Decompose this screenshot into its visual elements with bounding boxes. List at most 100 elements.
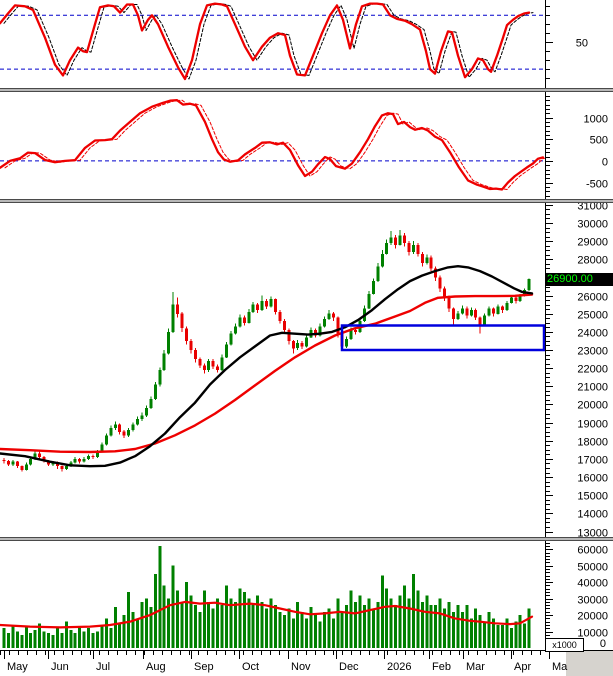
month-label: Ma (552, 661, 568, 673)
candle-body (354, 330, 358, 332)
volume-bar (425, 595, 429, 648)
candle-body (15, 461, 19, 467)
volume-bar (29, 633, 33, 648)
volume-panel[interactable]: 10000 20000 30000 40000 50000 60000 (0, 541, 613, 651)
volume-bar (287, 608, 291, 648)
candle-body (411, 244, 415, 253)
panel-splitter[interactable] (0, 88, 613, 92)
axis-label: 30000 (577, 595, 608, 607)
axis-label: 20000 (577, 611, 608, 623)
candle-body (394, 237, 398, 245)
candle-body (158, 370, 162, 385)
candle-body (127, 429, 131, 436)
axis-label: 500 (590, 135, 608, 147)
volume-bar (443, 608, 447, 648)
volume-bar (180, 601, 184, 648)
panel-splitter[interactable] (0, 199, 613, 203)
candle-body (109, 428, 113, 436)
candle-body (429, 257, 433, 269)
volume-bar (100, 625, 104, 648)
candle-body (460, 308, 464, 314)
candle-body (189, 341, 193, 351)
candle-body (327, 313, 331, 320)
candle-body (349, 330, 353, 340)
momentum-signal-line (4, 99, 549, 190)
candle-body (505, 302, 509, 311)
candle-body (385, 242, 389, 254)
candle-body (167, 331, 171, 354)
ma-long-line (0, 293, 534, 454)
candle-body (514, 297, 518, 301)
panel-splitter[interactable] (0, 537, 613, 541)
volume-bar (189, 595, 193, 648)
volume-bar (327, 608, 331, 648)
axis-label: 1000 (584, 114, 608, 126)
candle-body (185, 328, 188, 341)
volume-bar (69, 629, 73, 648)
axis-label: 19000 (577, 419, 608, 431)
volume-bar (96, 631, 99, 648)
ma-short-line (0, 265, 534, 468)
axis-label: 23000 (577, 346, 608, 358)
candle-body (403, 235, 406, 243)
volume-bar (487, 611, 491, 648)
volume-bar (296, 601, 300, 648)
volume-bar (407, 598, 411, 648)
axis-label: 50000 (577, 562, 608, 574)
candle-body (225, 344, 228, 358)
candle-body (300, 342, 304, 347)
volume-bar (367, 598, 371, 648)
candle-body (220, 357, 224, 370)
volume-bar (478, 615, 482, 648)
candle-body (314, 330, 317, 336)
candle-body (345, 339, 349, 347)
volume-bar (238, 588, 242, 648)
volume-bar (336, 598, 340, 648)
volume-unit-label: x1000 (545, 638, 584, 652)
volume-bar (242, 592, 246, 648)
candle-body (469, 310, 473, 316)
axis-label: 26000 (577, 292, 608, 304)
candle-body (91, 456, 95, 458)
candle-body (82, 458, 86, 462)
axis-label: 16000 (577, 473, 608, 485)
volume-bar (434, 605, 438, 648)
price-panel[interactable]: 13000 14000 15000 16000 17000 18000 19000 20000… (0, 203, 613, 537)
volume-bar (300, 611, 304, 648)
volume-bar (42, 631, 46, 648)
volume-bar (153, 573, 157, 648)
stochastic-panel[interactable]: 50 (0, 0, 613, 88)
candle-body (496, 306, 500, 314)
candle-body (331, 313, 335, 318)
candle-body (291, 341, 295, 349)
volume-bar (438, 598, 442, 648)
candle-body (420, 253, 424, 263)
candle-body (24, 464, 28, 470)
candle-body (296, 342, 300, 349)
volume-bar (380, 575, 384, 648)
candle-body (407, 242, 411, 252)
volume-bar (460, 611, 464, 648)
volume-bar (398, 595, 402, 648)
volume-bar (198, 611, 202, 648)
volume-bar (500, 625, 504, 648)
axis-label: 20000 (577, 400, 608, 412)
volume-bar (389, 598, 393, 648)
volume-bar (509, 628, 513, 648)
momentum-panel[interactable]: 1000 500 0 -500 (0, 92, 613, 199)
axis-label: 29000 (577, 237, 608, 249)
volume-bar (82, 631, 86, 648)
candle-body (447, 297, 451, 309)
volume-bar (411, 573, 415, 648)
axis-label: 0 (602, 157, 608, 169)
corner-filler (566, 651, 613, 676)
candle-body (140, 415, 144, 419)
axis-label: 17000 (577, 455, 608, 467)
volume-bar (220, 605, 224, 648)
volume-bar (514, 621, 518, 648)
volume-bar (523, 623, 527, 648)
axis-label: -500 (586, 179, 608, 191)
candle-body (193, 350, 197, 360)
month-label: Dec (339, 661, 359, 673)
candle-body (73, 458, 77, 463)
